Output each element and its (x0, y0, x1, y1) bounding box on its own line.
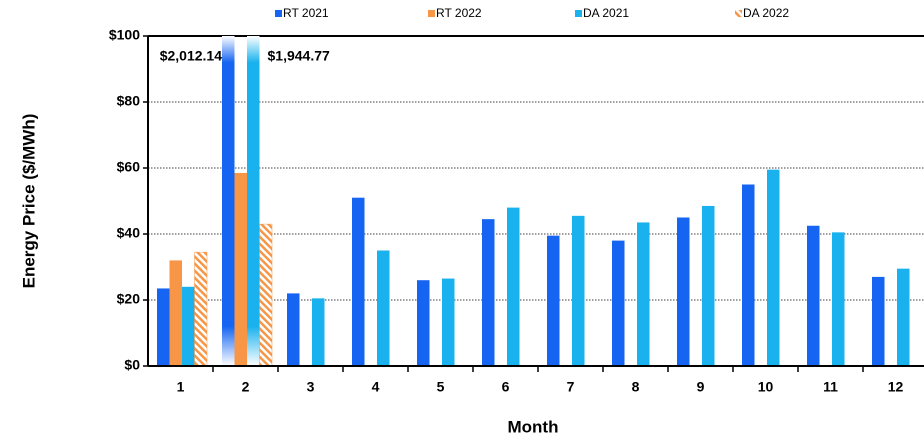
bar (742, 184, 755, 366)
y-tick-label: $60 (117, 159, 141, 175)
value-label: $1,944.77 (268, 48, 330, 64)
legend-swatch (275, 10, 282, 17)
bar (482, 219, 495, 366)
bar (234, 172, 247, 366)
bar (767, 169, 780, 366)
legend-swatch (735, 10, 742, 17)
y-tick-label: $80 (117, 93, 141, 109)
bar (677, 217, 690, 366)
bar (572, 215, 585, 366)
x-tick-label: 1 (177, 379, 185, 395)
x-tick-label: 3 (307, 379, 315, 395)
legend-swatch (428, 10, 435, 17)
bar (442, 278, 455, 366)
value-label: $2,012.14 (160, 48, 222, 64)
bar (702, 205, 715, 366)
x-tick-label: 11 (823, 379, 838, 395)
legend-label: DA 2021 (583, 6, 629, 20)
bar (612, 240, 625, 366)
bar (182, 286, 195, 366)
x-tick-label: 8 (632, 379, 640, 395)
bar (247, 36, 260, 366)
x-axis-title: Month (508, 417, 559, 436)
x-tick-label: 12 (888, 379, 904, 395)
bar (417, 280, 430, 366)
bar (287, 293, 300, 366)
bar (222, 36, 235, 366)
x-tick-label: 6 (502, 379, 510, 395)
legend-label: RT 2021 (283, 6, 329, 20)
bar (157, 288, 170, 366)
legend-label: DA 2022 (743, 6, 789, 20)
bar (637, 222, 650, 366)
y-tick-label: $20 (117, 291, 141, 307)
grid (148, 35, 924, 301)
bar (377, 250, 390, 366)
y-tick-label: $0 (124, 357, 140, 373)
bar (872, 276, 885, 366)
bar (807, 225, 820, 366)
bar (832, 232, 845, 366)
bar (194, 251, 208, 366)
bar (259, 223, 273, 366)
bar (507, 207, 520, 366)
bar (312, 298, 325, 366)
x-tick-label: 10 (758, 379, 774, 395)
bar (547, 235, 560, 366)
bar (897, 268, 910, 366)
x-tick-label: 9 (697, 379, 705, 395)
x-tick-label: 7 (567, 379, 575, 395)
x-tick-label: 5 (437, 379, 445, 395)
bar (169, 260, 182, 366)
bar (352, 197, 365, 366)
bars (157, 36, 910, 366)
legend-swatch (575, 10, 582, 17)
x-tick-label: 2 (242, 379, 250, 395)
y-axis-title: Energy Price ($/MWh) (19, 114, 38, 289)
y-tick-label: $100 (109, 27, 140, 43)
legend-label: RT 2022 (436, 6, 482, 20)
x-tick-label: 4 (372, 379, 380, 395)
y-tick-label: $40 (117, 225, 141, 241)
